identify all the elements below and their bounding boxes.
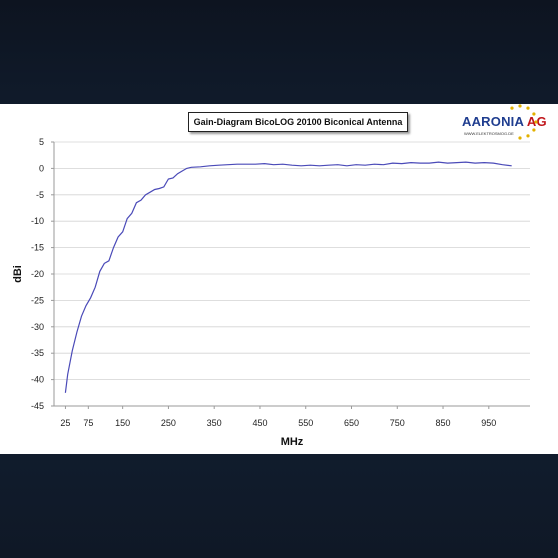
logo-star [532, 112, 536, 116]
x-tick-label: 350 [207, 418, 222, 428]
y-tick-label: -5 [36, 190, 44, 200]
x-tick-label: 950 [481, 418, 496, 428]
x-tick-label: 150 [115, 418, 130, 428]
logo-star [532, 128, 536, 132]
x-tick-label: 250 [161, 418, 176, 428]
y-tick-label: -45 [31, 401, 44, 411]
logo-star [534, 120, 538, 124]
logo-star [518, 104, 522, 108]
x-tick-label: 75 [83, 418, 93, 428]
chart-title: Gain-Diagram BicoLOG 20100 Biconical Ant… [188, 112, 408, 132]
y-tick-label: -15 [31, 243, 44, 253]
x-tick-label: 650 [344, 418, 359, 428]
x-axis-label: MHz [281, 436, 304, 448]
logo-star [526, 106, 530, 110]
logo-star-ring [510, 104, 538, 140]
logo-brand: AARONIA AG [462, 114, 547, 129]
x-tick-label: 25 [60, 418, 70, 428]
y-tick-label: 0 [39, 163, 44, 173]
axes [51, 141, 530, 409]
series-line-gain [64, 161, 512, 393]
y-tick-label: -40 [31, 375, 44, 385]
logo-star [510, 106, 514, 110]
logo-star [526, 134, 530, 138]
logo-url: WWW.ELEKTROSMOG.DE [464, 131, 514, 136]
logo-star [518, 136, 522, 140]
y-tick-labels: 5 0 -5 -10 -15 -20 -25 -30 -35 -40 -45 [31, 137, 44, 411]
x-tick-label: 850 [436, 418, 451, 428]
y-axis-label: dBi [12, 265, 24, 283]
y-tick-label: -25 [31, 295, 44, 305]
aaronia-logo: AARONIA AG WWW.ELEKTROSMOG.DE [462, 108, 547, 142]
grid-lines [54, 141, 530, 407]
y-tick-label: 5 [39, 137, 44, 147]
x-tick-label: 450 [252, 418, 267, 428]
x-tick-labels: 25 75 150 250 350 450 550 650 750 850 950 [60, 418, 496, 428]
x-tick-label: 750 [390, 418, 405, 428]
y-tick-label: -10 [31, 216, 44, 226]
y-tick-label: -30 [31, 322, 44, 332]
y-tick-label: -20 [31, 269, 44, 279]
y-tick-label: -35 [31, 348, 44, 358]
x-tick-label: 550 [298, 418, 313, 428]
